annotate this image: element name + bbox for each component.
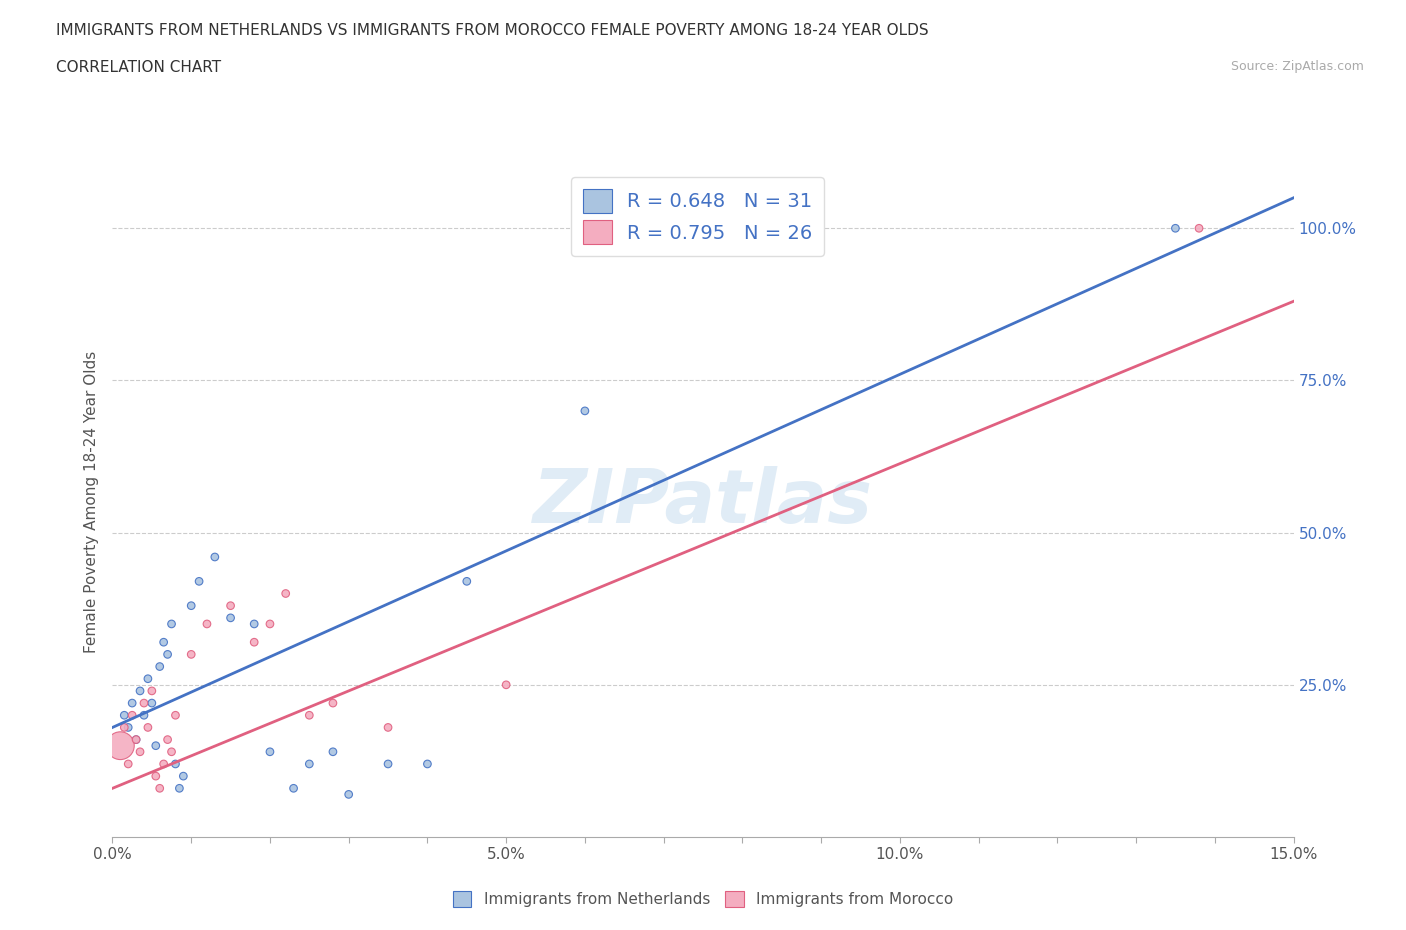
Point [129, 744, 152, 759]
Point [283, 781, 305, 796]
Point [141, 696, 163, 711]
Point [274, 586, 297, 601]
Point [121, 708, 143, 723]
Point [117, 720, 139, 735]
Point [132, 708, 155, 723]
Point [195, 617, 218, 631]
Point [204, 550, 226, 565]
Point [160, 617, 183, 631]
Point [152, 756, 174, 771]
Point [121, 696, 143, 711]
Legend: Immigrants from Netherlands, Immigrants from Morocco: Immigrants from Netherlands, Immigrants … [447, 884, 959, 913]
Y-axis label: Female Poverty Among 18-24 Year Olds: Female Poverty Among 18-24 Year Olds [83, 352, 98, 654]
Point [125, 732, 148, 747]
Point [495, 677, 517, 692]
Point [180, 647, 202, 662]
Point [112, 720, 135, 735]
Point [180, 598, 202, 613]
Point [377, 756, 399, 771]
Point [243, 635, 266, 650]
Point [259, 617, 281, 631]
Point [337, 787, 360, 802]
Point [322, 696, 344, 711]
Legend: R = 0.648   N = 31, R = 0.795   N = 26: R = 0.648 N = 31, R = 0.795 N = 26 [571, 177, 824, 256]
Point [117, 756, 139, 771]
Point [156, 647, 179, 662]
Point [152, 635, 174, 650]
Point [112, 708, 135, 723]
Point [165, 756, 187, 771]
Text: Source: ZipAtlas.com: Source: ZipAtlas.com [1230, 60, 1364, 73]
Point [259, 744, 281, 759]
Point [149, 781, 172, 796]
Point [165, 708, 187, 723]
Point [298, 708, 321, 723]
Point [416, 756, 439, 771]
Point [219, 610, 242, 625]
Point [377, 720, 399, 735]
Point [219, 598, 242, 613]
Point [160, 744, 183, 759]
Point [172, 769, 194, 784]
Point [136, 720, 159, 735]
Point [298, 756, 321, 771]
Text: CORRELATION CHART: CORRELATION CHART [56, 60, 221, 75]
Text: IMMIGRANTS FROM NETHERLANDS VS IMMIGRANTS FROM MOROCCO FEMALE POVERTY AMONG 18-2: IMMIGRANTS FROM NETHERLANDS VS IMMIGRANT… [56, 23, 929, 38]
Point [1188, 220, 1211, 235]
Point [136, 671, 159, 686]
Point [574, 404, 596, 418]
Point [141, 684, 163, 698]
Point [149, 659, 172, 674]
Point [169, 781, 191, 796]
Point [188, 574, 211, 589]
Point [132, 696, 155, 711]
Point [125, 732, 148, 747]
Point [145, 769, 167, 784]
Point [1164, 220, 1187, 235]
Point [156, 732, 179, 747]
Point [145, 738, 167, 753]
Point [110, 738, 132, 753]
Point [456, 574, 478, 589]
Point [322, 744, 344, 759]
Text: ZIPatlas: ZIPatlas [533, 466, 873, 538]
Point [129, 684, 152, 698]
Point [243, 617, 266, 631]
